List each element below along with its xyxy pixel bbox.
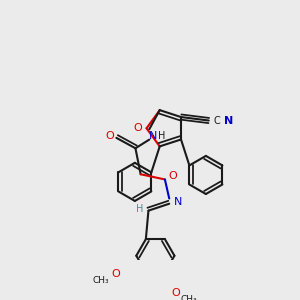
Text: O: O <box>111 269 120 279</box>
Text: CH₃: CH₃ <box>181 296 197 300</box>
Text: O: O <box>168 171 177 181</box>
Text: O: O <box>134 123 142 133</box>
Text: N: N <box>148 131 157 141</box>
Text: N: N <box>224 116 234 125</box>
Text: O: O <box>105 131 114 141</box>
Text: N: N <box>174 197 182 207</box>
Text: H: H <box>158 131 165 141</box>
Text: CH₃: CH₃ <box>93 276 110 285</box>
Text: O: O <box>172 288 181 298</box>
Text: C: C <box>214 116 221 125</box>
Text: H: H <box>136 204 143 214</box>
